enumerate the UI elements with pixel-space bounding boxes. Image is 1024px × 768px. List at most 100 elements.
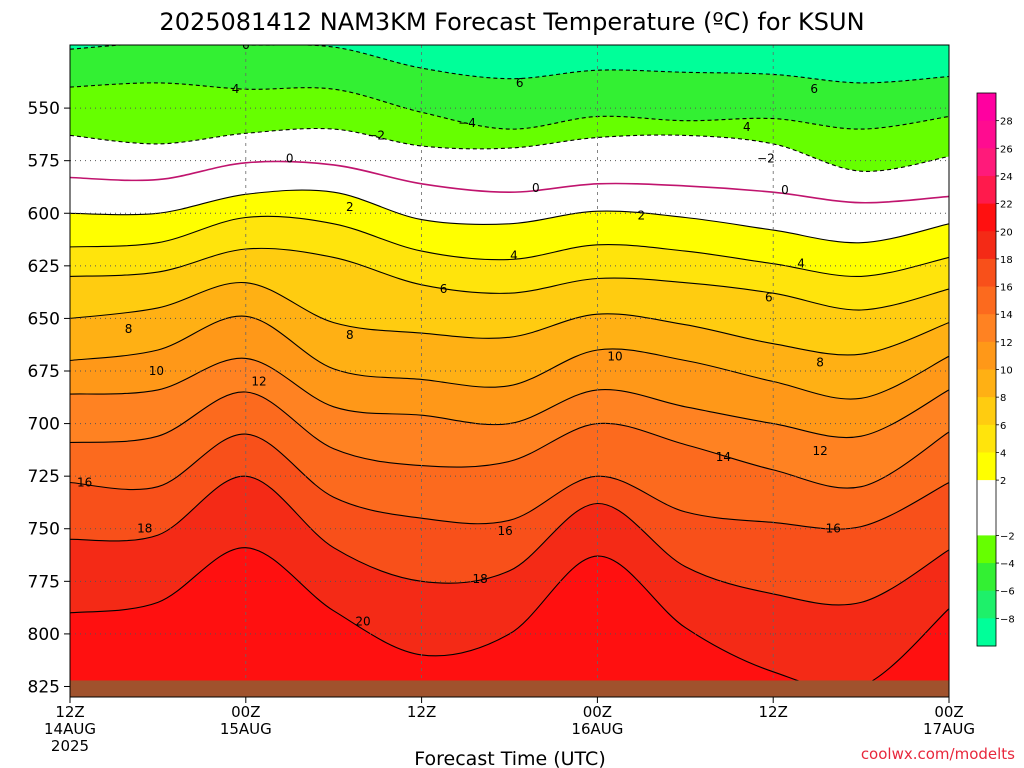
plot-area: 6 4 6 6 −4 4 −2 −2 0 0 0 2 2 4 4 6 6 8 8 8 10 10 12 12 14 16 16 16 1… xyxy=(70,38,949,697)
isotherm-label: 8 xyxy=(816,356,824,370)
isotherm-label: 8 xyxy=(125,322,133,336)
ground-surface xyxy=(70,680,949,697)
colorbar-swatch xyxy=(977,369,996,398)
colorbar-swatch xyxy=(977,563,996,592)
colorbar-swatch xyxy=(977,535,996,564)
isotherm-line xyxy=(70,45,949,84)
x-tick-label: 00Z xyxy=(583,703,612,721)
isotherm-label: 10 xyxy=(149,364,164,378)
isotherm-label: 20 xyxy=(355,614,370,628)
colorbar-tick-label: 8 xyxy=(1000,393,1006,404)
isotherm-labels: 6 4 6 6 −4 4 −2 −2 0 0 0 2 2 4 4 6 6 8 8 8 10 10 12 12 14 16 16 16 1… xyxy=(77,38,841,628)
colorbar-tick-label: 14 xyxy=(1000,310,1013,321)
isotherm-label: 4 xyxy=(232,82,240,96)
colorbar-tick-label: 12 xyxy=(1000,338,1013,349)
isotherm-label: 6 xyxy=(765,290,773,304)
colorbar-tick-label: 18 xyxy=(1000,255,1013,266)
isotherm-label: 4 xyxy=(510,248,518,262)
y-tick-label: 800 xyxy=(28,625,60,645)
x-tick-label: 15AUG xyxy=(220,720,272,738)
colorbar-swatch xyxy=(977,93,996,122)
isotherm-line xyxy=(70,189,949,244)
credit-text: coolwx.com/modelts xyxy=(861,745,1015,763)
isotherm-label: 16 xyxy=(77,475,92,489)
colorbar-tick-label: 26 xyxy=(1000,144,1013,155)
colorbar-tick-label: 16 xyxy=(1000,283,1013,294)
isotherm-label: 14 xyxy=(716,450,731,464)
isotherm-label: 6 xyxy=(516,76,524,90)
isotherm-label: −2 xyxy=(367,128,385,142)
isotherm-label: 2 xyxy=(638,208,646,222)
isotherm-line xyxy=(70,247,949,311)
y-tick-label: 575 xyxy=(28,152,60,172)
y-tick-label: 725 xyxy=(28,467,60,487)
x-tick-label: 14AUG xyxy=(44,720,96,738)
isotherm-label: 2 xyxy=(346,200,354,214)
y-tick-label: 650 xyxy=(28,309,60,329)
colorbar-swatch xyxy=(977,120,996,149)
y-tick-label: 700 xyxy=(28,415,60,435)
isotherm-label: 0 xyxy=(532,181,540,195)
isotherm-label: 0 xyxy=(781,183,789,197)
isotherm-line xyxy=(70,82,949,130)
colorbar-tick-label: 28 xyxy=(1000,117,1013,128)
isotherm-label: 6 xyxy=(242,38,250,52)
isotherm-label: 4 xyxy=(743,120,751,134)
isotherm-label: 12 xyxy=(251,375,266,389)
colorbar-swatch xyxy=(977,452,996,481)
isotherm-line xyxy=(70,475,949,606)
colorbar-swatch xyxy=(977,397,996,426)
colorbar-swatch xyxy=(977,203,996,232)
colorbar-swatch xyxy=(977,148,996,177)
isotherm-label: 10 xyxy=(607,349,622,363)
y-tick-label: 600 xyxy=(28,204,60,224)
temperature-bands xyxy=(70,45,949,697)
isotherm-label: −4 xyxy=(458,116,476,130)
isotherm-label: 8 xyxy=(346,328,354,342)
colorbar-tick-label: −4 xyxy=(1000,559,1015,570)
isotherm-label: 12 xyxy=(812,444,827,458)
isotherm-label: 6 xyxy=(810,82,818,96)
colorbar-tick-label: 6 xyxy=(1000,421,1006,432)
x-tick-label: 16AUG xyxy=(571,720,623,738)
colorbar-tick-label: −2 xyxy=(1000,531,1015,542)
y-tick-label: 550 xyxy=(28,99,60,119)
isotherm-label: 0 xyxy=(286,152,294,166)
y-tick-label: 625 xyxy=(28,257,60,277)
colorbar-tick-label: −6 xyxy=(1000,587,1015,598)
isotherm-line xyxy=(70,357,949,439)
colorbar-swatch xyxy=(977,286,996,315)
x-axis-label: Forecast Time (UTC) xyxy=(414,748,605,768)
isotherm-label: 18 xyxy=(473,572,488,586)
colorbar-swatch xyxy=(977,314,996,343)
y-tick-label: 775 xyxy=(28,572,60,592)
colorbar-tick-label: 22 xyxy=(1000,200,1013,211)
isotherm-label: 16 xyxy=(826,522,841,536)
colorbar-swatch xyxy=(977,258,996,288)
colorbar-tick-label: 2 xyxy=(1000,476,1006,487)
colorbar-swatch xyxy=(977,590,996,619)
colorbar-swatch xyxy=(977,424,996,453)
x-tick-label: 2025 xyxy=(51,737,89,755)
isotherm-line xyxy=(70,282,949,356)
y-tick-label: 825 xyxy=(28,677,60,697)
colorbar-swatch xyxy=(977,175,996,205)
x-tick-label: 00Z xyxy=(231,703,260,721)
colorbar: 28 26 24 22 20 18 16 14 12 10 8 6 4 2 −2 −4 −6 −8 xyxy=(976,92,1015,647)
colorbar-tick-label: 20 xyxy=(1000,227,1013,238)
x-tick-label: 12Z xyxy=(407,703,436,721)
colorbar-tick-label: 10 xyxy=(1000,366,1013,377)
colorbar-tick-label: 4 xyxy=(1000,448,1006,459)
y-tick-label: 675 xyxy=(28,362,60,382)
isotherm-label: 18 xyxy=(137,522,152,536)
colorbar-tick-label: 24 xyxy=(1000,172,1013,183)
isotherm-line xyxy=(70,433,949,530)
isotherm-label: 16 xyxy=(497,524,512,538)
band-fill xyxy=(70,547,949,697)
y-axis: 550 575 600 625 650 675 700 725 750 775 800 825 xyxy=(28,99,70,697)
isotherm-line xyxy=(70,127,949,172)
chart-title: 2025081412 NAM3KM Forecast Temperature (… xyxy=(159,8,864,36)
y-tick-label: 750 xyxy=(28,520,60,540)
